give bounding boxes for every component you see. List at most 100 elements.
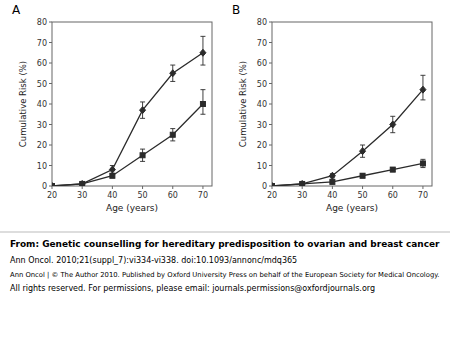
x-tick bbox=[272, 186, 273, 189]
y-tick bbox=[49, 165, 52, 166]
marker bbox=[329, 172, 335, 179]
y-tick-label: 80 bbox=[257, 18, 267, 27]
error-bar bbox=[200, 36, 205, 65]
error-bar-cap bbox=[140, 101, 145, 102]
plot-frame bbox=[272, 22, 432, 186]
series-line bbox=[52, 104, 203, 186]
y-tick-label: 70 bbox=[257, 39, 267, 48]
x-tick bbox=[112, 186, 113, 189]
marker bbox=[140, 107, 146, 114]
x-tick-label: 70 bbox=[418, 191, 428, 200]
y-tick bbox=[269, 104, 272, 105]
x-tick-label: 30 bbox=[297, 191, 307, 200]
x-axis-label: Age (years) bbox=[106, 203, 158, 213]
error-bar-cap bbox=[170, 65, 175, 66]
series-line bbox=[272, 90, 423, 186]
error-bar-cap bbox=[390, 116, 395, 117]
error-bar bbox=[170, 129, 175, 141]
error-bar-cap bbox=[360, 157, 365, 158]
y-tick-label: 0 bbox=[42, 182, 47, 191]
marker bbox=[110, 173, 115, 178]
marker bbox=[330, 179, 335, 184]
panel: 01020304050607080203040506070Age (years)… bbox=[232, 3, 432, 213]
marker bbox=[272, 184, 275, 187]
y-axis-label: Cumulative Risk (%) bbox=[238, 61, 248, 147]
y-tick-label: 30 bbox=[257, 121, 267, 130]
data-area bbox=[52, 36, 206, 186]
error-bar-cap bbox=[170, 81, 175, 82]
x-tick-label: 50 bbox=[137, 191, 147, 200]
marker bbox=[200, 102, 205, 107]
error-bar-cap bbox=[200, 36, 205, 37]
y-tick bbox=[269, 145, 272, 146]
x-tick bbox=[52, 186, 53, 189]
marker bbox=[200, 49, 206, 56]
x-tick-label: 40 bbox=[107, 191, 117, 200]
y-tick bbox=[49, 145, 52, 146]
marker bbox=[272, 183, 275, 187]
y-tick-label: 20 bbox=[37, 141, 47, 150]
marker bbox=[80, 181, 85, 186]
x-tick bbox=[332, 186, 333, 189]
y-tick-label: 0 bbox=[262, 182, 267, 191]
error-bar bbox=[390, 116, 395, 132]
error-bar bbox=[110, 174, 115, 178]
error-bar-cap bbox=[420, 167, 425, 168]
marker bbox=[170, 70, 176, 77]
error-bar-cap bbox=[200, 89, 205, 90]
y-tick bbox=[49, 22, 52, 23]
footer-text: Ann Oncol | © The Author 2010. Published… bbox=[10, 271, 439, 279]
x-tick bbox=[82, 186, 83, 189]
footer-text: From: Genetic counselling for hereditary… bbox=[10, 239, 440, 249]
error-bar-cap bbox=[140, 118, 145, 119]
y-tick bbox=[269, 165, 272, 166]
error-bar bbox=[420, 75, 425, 100]
x-tick bbox=[422, 186, 423, 189]
marker bbox=[300, 181, 305, 186]
y-tick bbox=[49, 104, 52, 105]
error-bar-cap bbox=[390, 132, 395, 133]
x-tick-label: 60 bbox=[388, 191, 398, 200]
x-axis-label: Age (years) bbox=[326, 203, 378, 213]
marker bbox=[360, 173, 365, 178]
y-axis-label: Cumulative Risk (%) bbox=[18, 61, 28, 147]
error-bar bbox=[140, 149, 145, 161]
x-tick-label: 60 bbox=[168, 191, 178, 200]
marker bbox=[390, 121, 396, 128]
y-tick-label: 50 bbox=[257, 80, 267, 89]
marker bbox=[420, 86, 426, 93]
y-tick-label: 10 bbox=[257, 162, 267, 171]
separator bbox=[0, 232, 450, 233]
error-bar-cap bbox=[140, 161, 145, 162]
error-bar bbox=[360, 174, 365, 178]
error-bar-cap bbox=[200, 65, 205, 66]
error-bar bbox=[170, 65, 175, 81]
error-bar-cap bbox=[170, 140, 175, 141]
error-bar-cap bbox=[170, 128, 175, 129]
x-tick bbox=[172, 186, 173, 189]
error-bar bbox=[110, 166, 115, 174]
y-tick-label: 10 bbox=[37, 162, 47, 171]
y-tick-label: 50 bbox=[37, 80, 47, 89]
y-tick-label: 40 bbox=[37, 100, 47, 109]
y-tick bbox=[49, 63, 52, 64]
footer-text: Ann Oncol. 2010;21(suppl_7):vi334-vi338.… bbox=[10, 256, 297, 265]
data-area bbox=[272, 75, 426, 186]
x-tick bbox=[362, 186, 363, 189]
y-tick bbox=[49, 124, 52, 125]
error-bar bbox=[360, 145, 365, 157]
error-bar bbox=[140, 102, 145, 118]
x-tick bbox=[392, 186, 393, 189]
marker bbox=[140, 153, 145, 158]
error-bar-cap bbox=[420, 75, 425, 76]
marker bbox=[109, 166, 115, 173]
marker bbox=[52, 184, 55, 187]
panel: 01020304050607080203040506070Age (years)… bbox=[12, 3, 212, 213]
y-tick-label: 30 bbox=[37, 121, 47, 130]
y-tick bbox=[269, 124, 272, 125]
y-tick-label: 80 bbox=[37, 18, 47, 27]
footer-text: All rights reserved. For permissions, pl… bbox=[10, 284, 375, 293]
marker bbox=[420, 161, 425, 166]
marker bbox=[170, 132, 175, 137]
y-tick-label: 60 bbox=[37, 59, 47, 68]
